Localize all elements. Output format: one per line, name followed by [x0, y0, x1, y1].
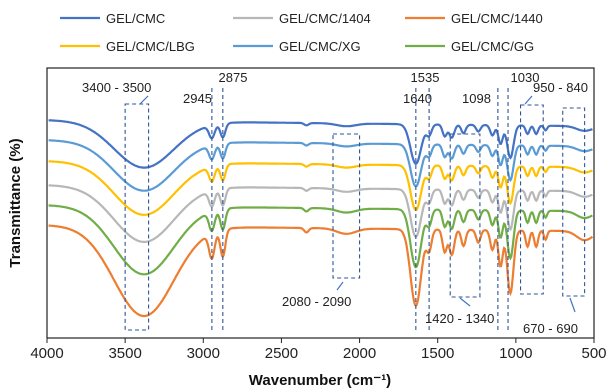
x-tick-label: 4000 — [30, 345, 63, 362]
annotation-box — [449, 133, 481, 298]
x-tick-label: 3500 — [108, 345, 141, 362]
annotation-box — [124, 103, 150, 331]
annotation-label: 670 - 690 — [523, 321, 578, 336]
legend-label: GEL/CMC — [106, 11, 165, 26]
x-tick-label: 3000 — [187, 345, 220, 362]
annotation-label: 1420 - 1340 — [425, 311, 494, 326]
annotation-label: 1535 — [411, 70, 440, 85]
series-line — [48, 204, 593, 276]
annotation-arrow — [139, 95, 149, 105]
series-line — [48, 119, 593, 169]
legend-label: GEL/CMC/1404 — [279, 11, 371, 26]
y-axis-title: Transmittance (%) — [7, 138, 24, 267]
x-tick-label: 2500 — [265, 345, 298, 362]
annotation-box — [562, 107, 586, 297]
annotation-label: 1098 — [462, 91, 491, 106]
x-tick-label: 1000 — [499, 345, 532, 362]
plot-area — [46, 67, 595, 339]
annotation-arrow — [524, 95, 533, 105]
x-axis-title: Wavenumber (cm⁻¹) — [249, 372, 391, 389]
x-tick-label: 500 — [581, 345, 606, 362]
series-line — [48, 224, 594, 318]
x-tick-label: 1500 — [421, 345, 454, 362]
annotation-box — [332, 133, 361, 279]
legend-label: GEL/CMC/LBG — [106, 39, 195, 54]
legend: GEL/CMC GEL/CMC/1404 GEL/CMC/1440 GEL/CMC/L… — [60, 11, 543, 54]
annotation-label: 2875 — [219, 70, 248, 85]
legend-label: GEL/CMC/GG — [451, 39, 534, 54]
annotation-arrow — [459, 297, 471, 307]
annotation-label: 1030 — [511, 70, 540, 85]
series-line — [48, 160, 593, 216]
annotation-layer: 3400 - 3500 2945 2875 2080 - 2090 1640 1535 14… — [82, 70, 588, 336]
legend-label: GEL/CMC/XG — [279, 39, 361, 54]
series-layer — [48, 119, 594, 318]
annotation-label: 1640 — [403, 91, 432, 106]
series-line — [48, 184, 593, 243]
annotation-label: 2945 — [183, 91, 212, 106]
x-axis-ticks: 4000 3500 3000 2500 2000 1500 1000 500 — [30, 338, 606, 362]
annotation-arrow — [569, 297, 576, 313]
annotation-label: 2080 - 2090 — [282, 294, 351, 309]
x-tick-label: 2000 — [343, 345, 376, 362]
annotation-label: 3400 - 3500 — [82, 80, 151, 95]
series-line — [48, 139, 593, 192]
legend-label: GEL/CMC/1440 — [451, 11, 543, 26]
annotation-arrow — [336, 281, 344, 291]
annotation-box — [519, 104, 544, 295]
annotation-label: 950 - 840 — [533, 80, 588, 95]
